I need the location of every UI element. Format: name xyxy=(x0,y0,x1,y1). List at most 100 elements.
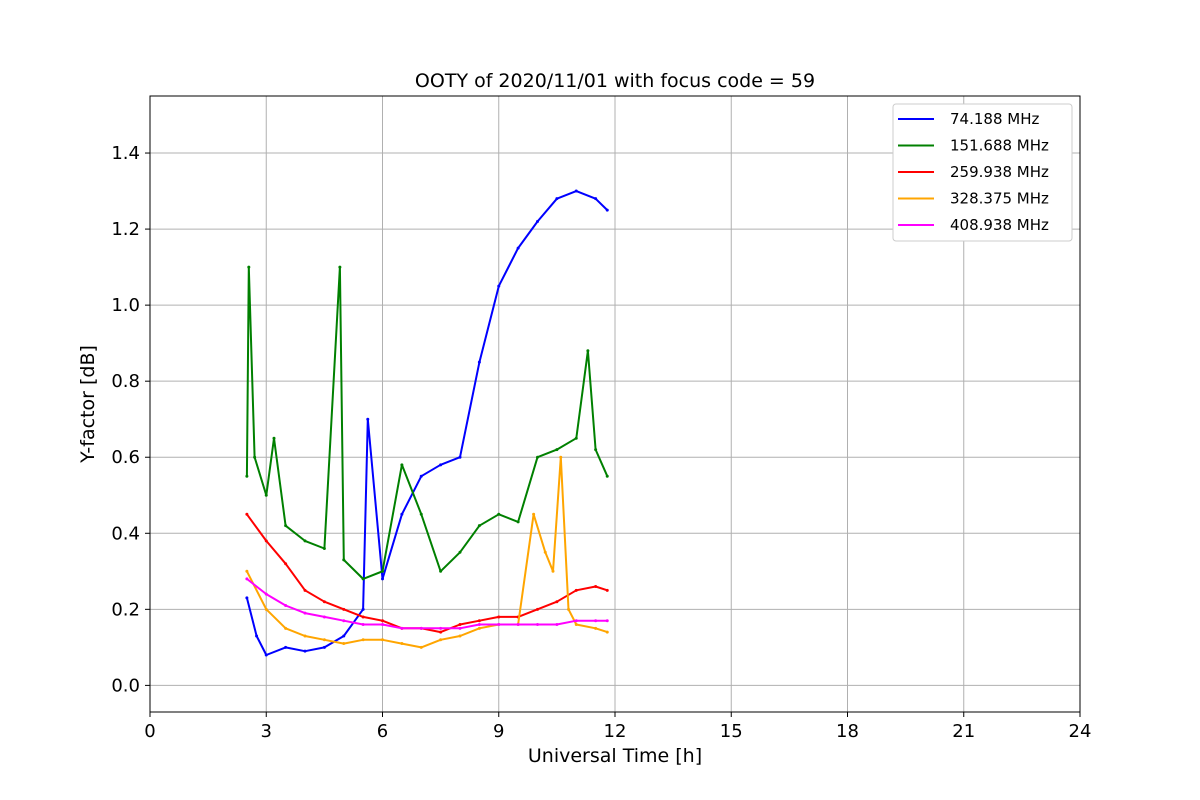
legend-label: 328.375 MHz xyxy=(950,190,1049,208)
data-point xyxy=(361,615,365,619)
data-point xyxy=(605,474,609,478)
data-point xyxy=(264,653,268,657)
data-point xyxy=(381,638,384,642)
data-point xyxy=(536,455,539,459)
data-point xyxy=(574,189,578,193)
data-point xyxy=(245,474,249,478)
data-point xyxy=(361,623,365,627)
data-point xyxy=(253,455,257,459)
data-point xyxy=(245,512,249,516)
data-point xyxy=(555,600,559,604)
data-point xyxy=(303,611,307,615)
data-point xyxy=(264,539,268,543)
data-point xyxy=(284,626,288,630)
y-axis-label: Y-factor [dB] xyxy=(77,345,99,464)
y-tick-label: 0.2 xyxy=(111,599,140,620)
data-point xyxy=(338,265,342,269)
y-tick-label: 0.4 xyxy=(111,523,140,544)
data-point xyxy=(303,649,307,653)
data-point xyxy=(477,623,481,627)
x-tick-label: 6 xyxy=(377,721,388,742)
series-line xyxy=(246,513,608,634)
legend-label: 74.188 MHz xyxy=(950,110,1039,128)
data-point xyxy=(458,455,462,459)
series-line xyxy=(245,190,608,656)
data-point xyxy=(594,626,598,630)
data-point xyxy=(477,626,481,630)
series-3 xyxy=(245,455,609,649)
data-point xyxy=(559,455,563,459)
data-point xyxy=(419,645,423,649)
y-tick-label: 1.4 xyxy=(111,143,140,164)
data-point xyxy=(594,448,598,452)
data-point xyxy=(322,638,326,642)
data-point xyxy=(342,634,346,638)
data-point xyxy=(342,619,346,623)
series-2 xyxy=(245,512,609,634)
legend-label: 151.688 MHz xyxy=(950,137,1049,155)
x-tick-label: 18 xyxy=(836,721,859,742)
data-point xyxy=(245,577,249,581)
data-point xyxy=(322,600,326,604)
data-point xyxy=(586,349,590,353)
data-point xyxy=(555,448,559,452)
data-point xyxy=(555,197,559,201)
data-point xyxy=(247,265,251,269)
data-point xyxy=(400,642,404,646)
data-point xyxy=(255,634,259,638)
data-point xyxy=(477,360,481,364)
x-tick-label: 0 xyxy=(144,721,155,742)
data-point xyxy=(381,619,384,623)
data-point xyxy=(303,539,307,543)
legend-label: 259.938 MHz xyxy=(950,163,1049,181)
series-4 xyxy=(245,577,609,630)
data-point xyxy=(264,607,268,611)
data-point xyxy=(574,436,578,440)
chart-title: OOTY of 2020/11/01 with focus code = 59 xyxy=(415,70,815,92)
data-point xyxy=(594,619,598,623)
x-tick-label: 24 xyxy=(1069,721,1092,742)
data-point xyxy=(264,592,268,596)
data-point xyxy=(458,623,462,627)
legend-label: 408.938 MHz xyxy=(950,216,1049,234)
data-point xyxy=(555,623,559,627)
data-point xyxy=(574,588,578,592)
x-tick-label: 21 xyxy=(952,721,975,742)
data-point xyxy=(497,284,501,288)
y-tick-label: 1.0 xyxy=(111,295,140,316)
data-point xyxy=(574,623,578,627)
x-tick-label: 12 xyxy=(604,721,627,742)
data-point xyxy=(532,512,536,516)
data-point xyxy=(303,634,307,638)
legend: 74.188 MHz 151.688 MHz 259.938 MHz 328.375 … xyxy=(892,103,1073,242)
data-point xyxy=(605,588,609,592)
data-point xyxy=(543,550,547,554)
data-point xyxy=(381,577,384,581)
data-point xyxy=(245,569,249,573)
data-point xyxy=(605,208,609,212)
x-axis-label: Universal Time [h] xyxy=(528,745,702,767)
data-point xyxy=(605,630,609,634)
x-tick-label: 3 xyxy=(261,721,272,742)
data-point xyxy=(439,630,443,634)
data-point xyxy=(439,638,443,642)
series-line xyxy=(246,578,608,630)
plot-area xyxy=(245,189,609,657)
ticks: 0 3 6 9 12 15 18 21 24 0.0 0.2 0.4 0.6 0.8 1.0 1.2 1.4 xyxy=(111,143,1091,742)
data-point xyxy=(284,645,288,649)
data-point xyxy=(594,585,598,589)
data-point xyxy=(322,615,326,619)
data-point xyxy=(477,619,481,623)
data-point xyxy=(594,197,598,201)
x-tick-label: 15 xyxy=(720,721,743,742)
data-point xyxy=(551,569,555,573)
data-point xyxy=(458,626,462,630)
legend-box xyxy=(892,103,1073,242)
data-point xyxy=(272,436,276,440)
data-point xyxy=(516,246,520,250)
data-point xyxy=(536,623,539,627)
data-point xyxy=(419,626,423,630)
series-0 xyxy=(245,189,609,657)
data-point xyxy=(516,623,520,627)
